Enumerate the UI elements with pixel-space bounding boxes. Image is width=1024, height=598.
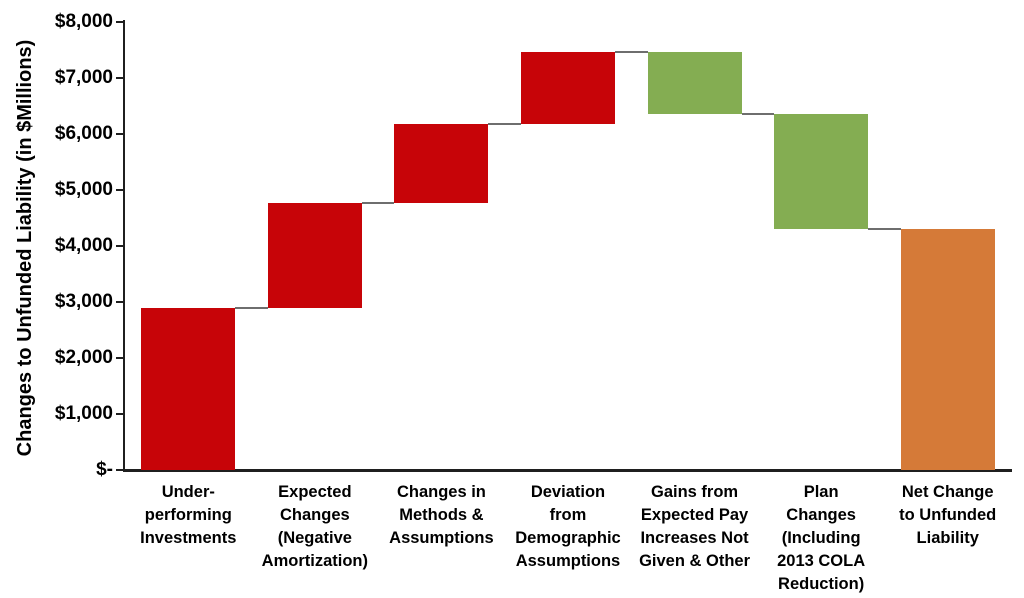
- y-tick-label: $2,000: [54, 347, 113, 368]
- x-category-label: Gains from Expected Pay Increases Not Gi…: [639, 483, 751, 570]
- y-tick-label: $1,000: [54, 403, 113, 424]
- y-tick-label: $5,000: [54, 179, 113, 200]
- connector-line: [741, 112, 775, 115]
- y-tick-label: $6,000: [54, 123, 113, 144]
- x-category-label: Deviation from Demographic Assumptions: [515, 483, 621, 570]
- x-category-label: Plan Changes (Including 2013 COLA Reduct…: [777, 483, 866, 593]
- connector-line: [235, 306, 268, 309]
- y-tick-mark: [116, 189, 124, 191]
- waterfall-bar-total: [900, 228, 995, 470]
- y-tick-mark: [116, 77, 124, 79]
- y-tick-mark: [116, 469, 124, 471]
- x-category-label: Net Change to Unfunded Liability: [899, 483, 997, 547]
- connector-line: [361, 201, 395, 204]
- waterfall-bar-increase: [521, 52, 615, 124]
- x-axis-line: [123, 469, 1012, 472]
- y-tick-label: $3,000: [54, 291, 113, 312]
- x-category-label: Under- performing Investments: [140, 483, 237, 547]
- waterfall-bar-decrease: [774, 113, 869, 229]
- y-tick-mark: [116, 413, 124, 415]
- waterfall-bar-increase: [267, 202, 362, 308]
- y-tick-mark: [116, 133, 124, 135]
- x-category-label: Expected Changes (Negative Amortization): [261, 483, 368, 570]
- y-tick-mark: [116, 245, 124, 247]
- connector-line: [615, 51, 648, 54]
- y-tick-mark: [116, 357, 124, 359]
- waterfall-bar-increase: [394, 123, 489, 203]
- y-tick-label: $4,000: [54, 235, 113, 256]
- connector-line: [868, 227, 901, 230]
- y-tick-label: $7,000: [54, 67, 113, 88]
- waterfall-bar-increase: [141, 307, 236, 470]
- y-tick-mark: [116, 301, 124, 303]
- y-tick-label: $-: [96, 459, 113, 480]
- connector-line: [488, 122, 521, 125]
- x-category-label: Changes in Methods & Assumptions: [389, 483, 494, 547]
- y-tick-label: $8,000: [54, 11, 113, 32]
- waterfall-bar-decrease: [647, 52, 742, 114]
- y-tick-mark: [116, 21, 124, 23]
- y-axis-line: [123, 20, 125, 471]
